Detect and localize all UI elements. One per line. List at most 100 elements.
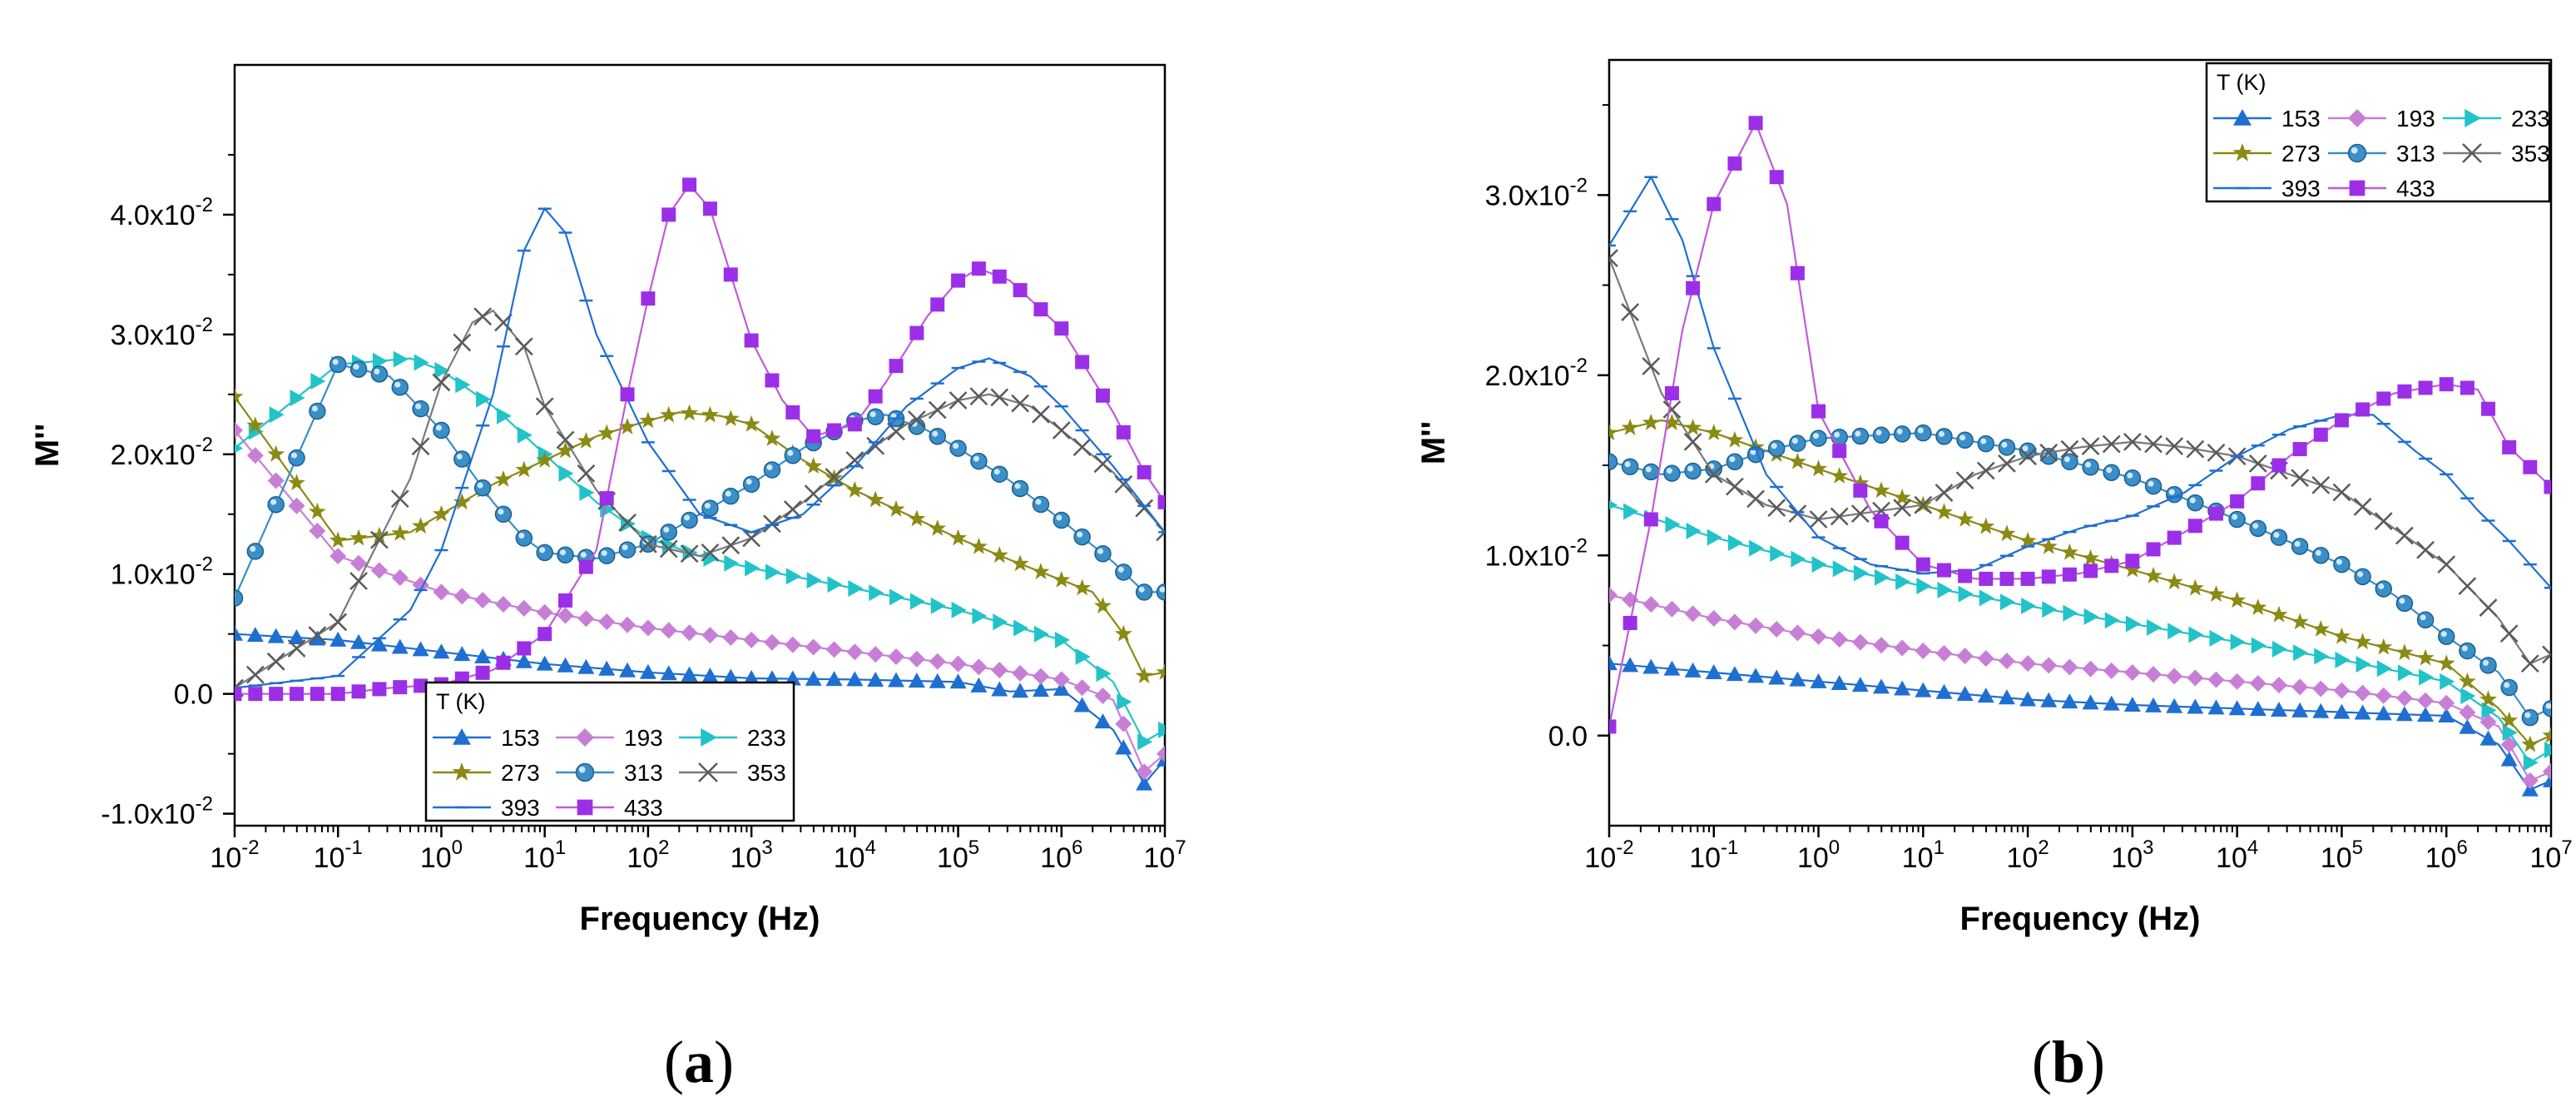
marker-273 [2416,648,2435,666]
marker-153 [1747,668,1765,683]
marker-153 [515,653,533,668]
marker-193 [309,522,326,539]
marker-433 [248,687,263,702]
marker-313 [597,547,616,564]
marker-153 [2270,702,2287,717]
marker-193 [577,610,595,628]
marker-233 [993,613,1008,631]
marker-313 [2542,700,2551,717]
marker-353 [1032,405,1050,424]
marker-353 [721,536,741,555]
marker-313 [391,378,409,396]
marker-193 [474,592,492,609]
marker-433 [393,680,408,695]
marker-433 [2125,554,2140,568]
marker-233 [1054,631,1070,648]
marker-433 [2397,384,2412,399]
caption-b: (b) [2031,1029,2105,1095]
marker-233 [1137,733,1153,751]
marker-153 [2375,705,2392,721]
marker-433 [2418,380,2433,395]
marker-153 [329,631,347,647]
legend-label-153: 153 [501,725,540,751]
legend-entry-433: 433 [556,795,663,821]
x-tick-label: 10-2 [1584,836,1633,874]
marker-353 [2332,483,2351,502]
legend-entry-393: 393 [433,795,540,821]
marker-273 [701,405,719,423]
marker-273 [763,429,781,446]
marker-353 [1998,454,2016,473]
marker-313 [349,360,368,378]
legend-label-193: 193 [2396,106,2435,132]
marker-353 [2353,497,2372,516]
legend-marker-153 [2233,109,2252,126]
y-tick-label: 0.0 [174,679,213,711]
x-tick-label: 101 [523,836,566,874]
marker-153 [2103,695,2120,711]
marker-433 [785,405,800,419]
marker-433 [868,389,883,404]
marker-313 [660,524,677,541]
marker-233 [2335,651,2351,668]
marker-233 [930,597,946,614]
marker-313 [370,365,389,383]
marker-313 [1663,464,1681,482]
marker-193 [929,653,946,670]
marker-353 [763,514,781,534]
legend-entry-233: 233 [679,725,786,751]
marker-313 [1156,583,1165,601]
marker-273 [2311,620,2330,637]
marker-233 [2209,629,2225,647]
marker-273 [2061,543,2078,560]
marker-353 [432,373,451,392]
marker-193 [1998,653,2015,670]
marker-193 [2521,772,2539,789]
marker-233 [476,390,492,408]
marker-153 [2479,730,2497,746]
marker-153 [2166,697,2183,713]
marker-233 [765,563,780,581]
x-tick-label: 104 [2216,836,2258,874]
marker-153 [1663,660,1681,676]
marker-273 [433,504,450,522]
marker-313 [1872,426,1890,444]
marker-233 [1158,721,1165,738]
marker-153 [2291,702,2309,717]
marker-233 [889,588,905,606]
marker-273 [1830,467,1849,484]
marker-313 [990,465,1008,483]
marker-273 [2458,672,2476,689]
marker-193 [1094,687,1112,704]
marker-273 [536,451,554,468]
marker-273 [1609,424,1618,440]
marker-273 [2019,532,2037,549]
marker-313 [1830,429,1848,446]
marker-353 [1073,438,1092,457]
marker-153 [805,670,822,686]
marker-233 [2188,626,2204,643]
marker-193 [536,603,553,621]
marker-433 [2356,402,2370,417]
marker-273 [1788,452,1806,469]
marker-313 [2040,447,2058,465]
marker-193 [1789,624,1806,642]
marker-153 [598,660,616,676]
marker-193 [681,624,698,642]
marker-273 [1135,667,1153,683]
marker-433 [1999,571,2014,586]
marker-153 [2249,701,2266,717]
marker-193 [1642,596,1660,613]
x-tick-label: 107 [1143,836,1186,874]
legend: T (K) 153 193 233 273 313 353 393 433 [2205,62,2551,203]
marker-233 [1623,503,1639,520]
marker-233 [2460,688,2476,705]
marker-153 [619,662,637,678]
marker-273 [1956,510,1974,527]
marker-273 [866,490,884,508]
marker-313 [2123,469,2142,487]
marker-233 [558,464,574,482]
marker-153 [2207,699,2225,715]
marker-193 [1663,600,1681,618]
marker-313 [1115,563,1132,581]
